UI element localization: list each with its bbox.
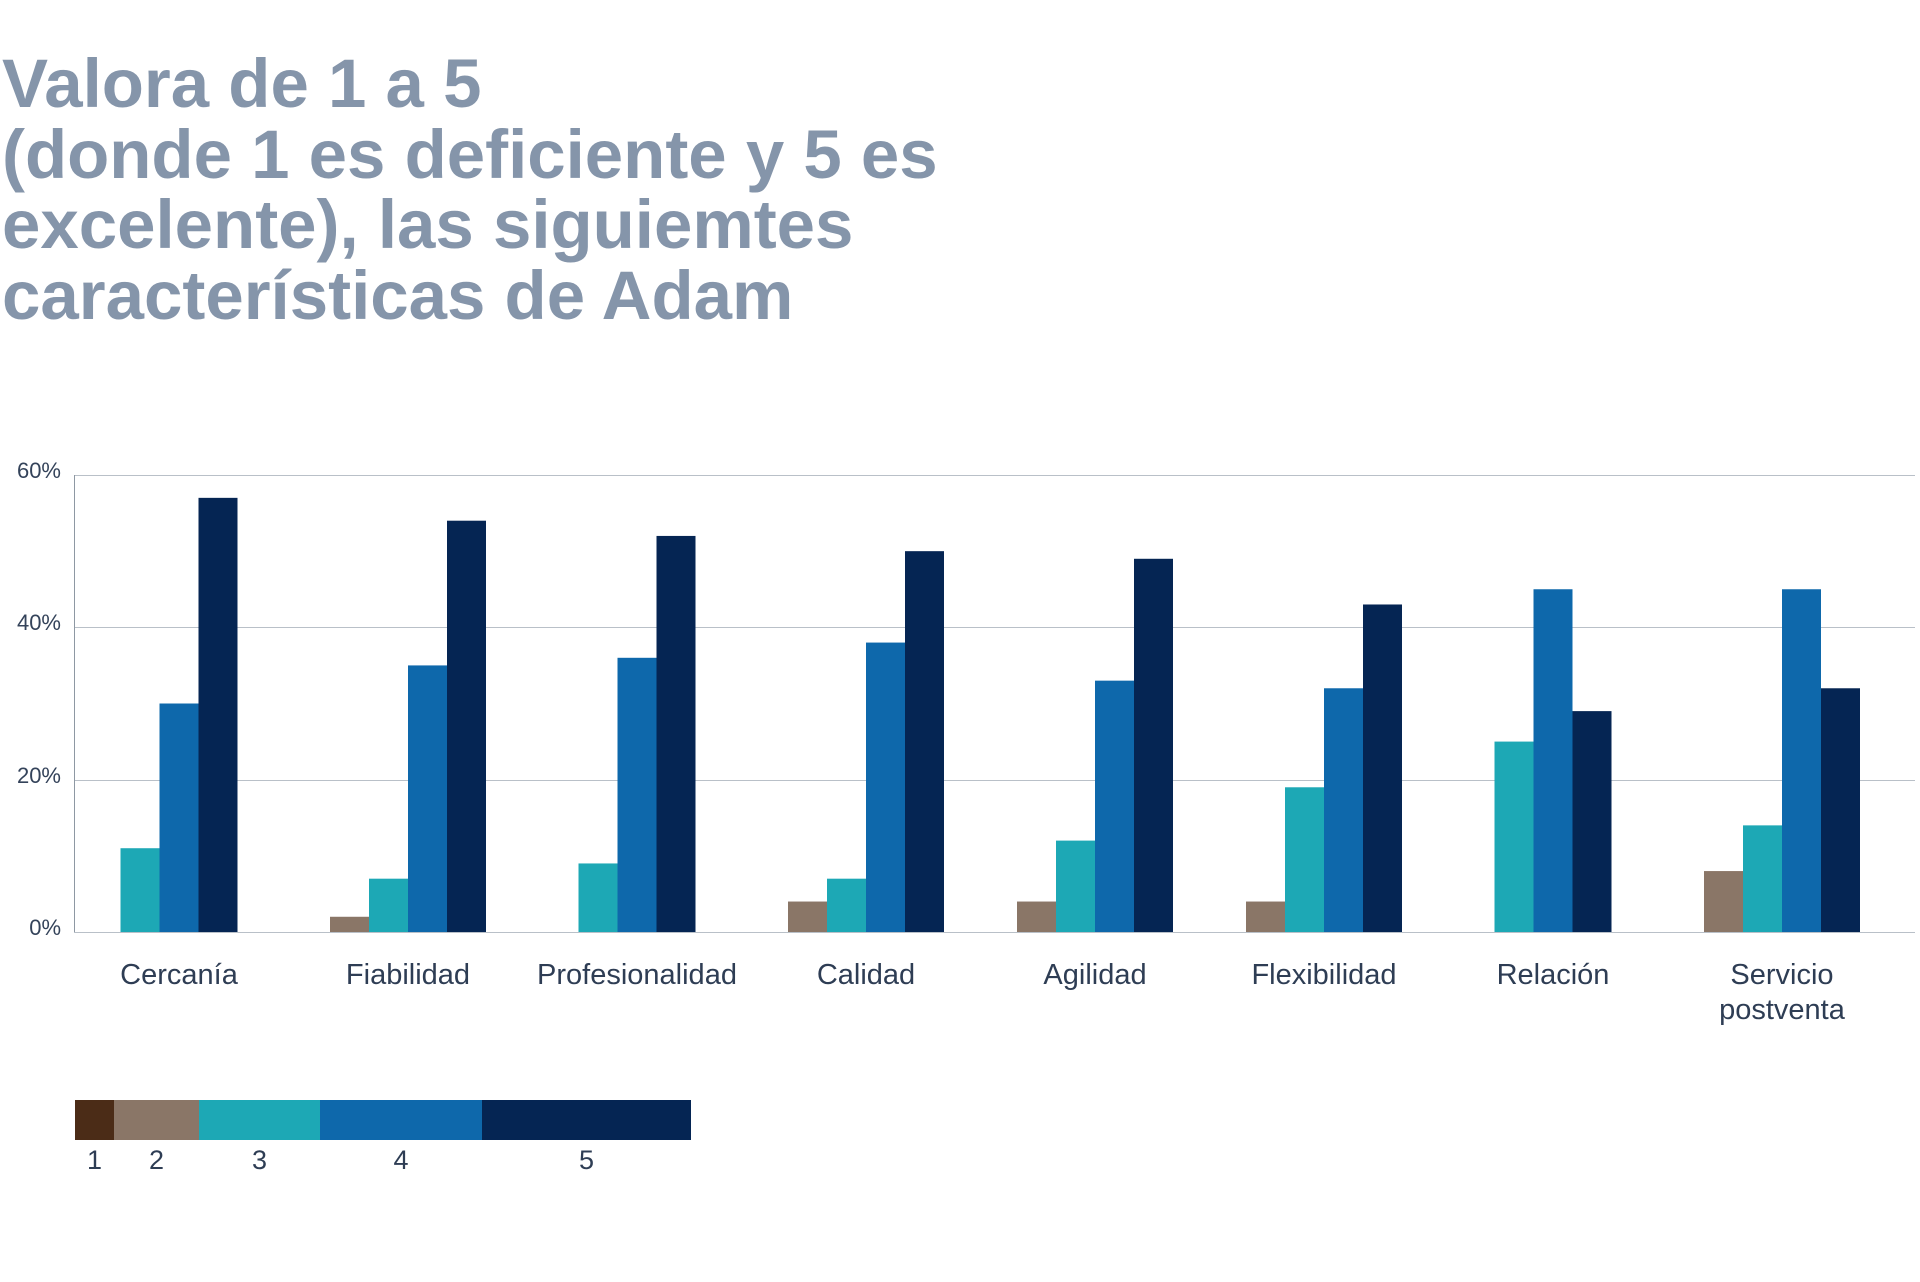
bar-calidad-serie-2 bbox=[788, 901, 827, 932]
chart-title: Valora de 1 a 5 (donde 1 es deficiente y… bbox=[2, 45, 938, 334]
x-tick-label: Fiabilidad bbox=[345, 959, 471, 991]
legend-swatch-5 bbox=[482, 1100, 691, 1140]
x-tick-label: Flexibilidad bbox=[1251, 959, 1397, 991]
legend-swatch-2 bbox=[114, 1100, 199, 1140]
legend-label-3: 3 bbox=[251, 1145, 268, 1175]
bar-agilidad-serie-3 bbox=[1056, 840, 1095, 932]
bar-relacion-serie-5 bbox=[1572, 711, 1612, 932]
legend-label-1: 1 bbox=[86, 1145, 103, 1175]
x-tick-label: Servicio postventa bbox=[1719, 959, 1845, 1026]
bar-relacion-serie-4 bbox=[1533, 589, 1573, 932]
bars bbox=[120, 497, 1860, 932]
bar-cercania-serie-3 bbox=[120, 848, 160, 932]
bar-cercania-serie-5 bbox=[198, 497, 238, 932]
legend-label-2: 2 bbox=[148, 1145, 165, 1175]
bar-relacion-serie-3 bbox=[1494, 741, 1534, 932]
bar-servicio-postventa-serie-4 bbox=[1782, 589, 1821, 932]
x-tick-label: Cercanía bbox=[120, 959, 238, 991]
bar-profesionalidad-serie-4 bbox=[617, 657, 657, 932]
bar-flexibilidad-serie-4 bbox=[1324, 688, 1363, 932]
bar-fiabilidad-serie-3 bbox=[369, 878, 408, 932]
bar-calidad-serie-5 bbox=[905, 551, 944, 932]
bar-profesionalidad-serie-3 bbox=[578, 863, 618, 932]
legend-label-4: 4 bbox=[393, 1145, 409, 1175]
x-tick-label: Calidad bbox=[816, 959, 916, 991]
bar-flexibilidad-serie-5 bbox=[1363, 604, 1402, 932]
bar-agilidad-serie-2 bbox=[1017, 901, 1056, 932]
bar-flexibilidad-serie-2 bbox=[1246, 901, 1285, 932]
y-tick-label: 20% bbox=[16, 762, 61, 788]
bar-calidad-serie-4 bbox=[866, 642, 905, 932]
gridlines bbox=[74, 475, 1915, 933]
bar-calidad-serie-3 bbox=[827, 878, 866, 932]
bar-fiabilidad-serie-5 bbox=[447, 520, 486, 932]
y-tick-label: 40% bbox=[16, 610, 61, 636]
y-tick-label: 60% bbox=[16, 458, 61, 483]
bar-cercania-serie-4 bbox=[159, 703, 199, 932]
bar-servicio-postventa-serie-5 bbox=[1821, 688, 1860, 932]
x-tick-label: Agilidad bbox=[1043, 959, 1147, 991]
bar-fiabilidad-serie-4 bbox=[408, 665, 447, 932]
bar-servicio-postventa-serie-2 bbox=[1704, 871, 1743, 932]
legend-label-5: 5 bbox=[578, 1145, 595, 1175]
bar-agilidad-serie-5 bbox=[1134, 558, 1173, 932]
x-tick-label: Relación bbox=[1496, 959, 1610, 991]
y-tick-label: 0% bbox=[29, 915, 61, 940]
bar-profesionalidad-serie-5 bbox=[656, 535, 696, 932]
legend-swatch-1 bbox=[75, 1100, 114, 1140]
bar-agilidad-serie-4 bbox=[1095, 680, 1134, 932]
x-tick-label: Profesionalidad bbox=[537, 959, 737, 991]
legend-swatch-3 bbox=[199, 1100, 320, 1140]
bar-servicio-postventa-serie-3 bbox=[1743, 825, 1782, 932]
bar-fiabilidad-serie-2 bbox=[330, 916, 369, 932]
legend-swatch-4 bbox=[320, 1100, 482, 1140]
bar-flexibilidad-serie-3 bbox=[1285, 787, 1324, 932]
